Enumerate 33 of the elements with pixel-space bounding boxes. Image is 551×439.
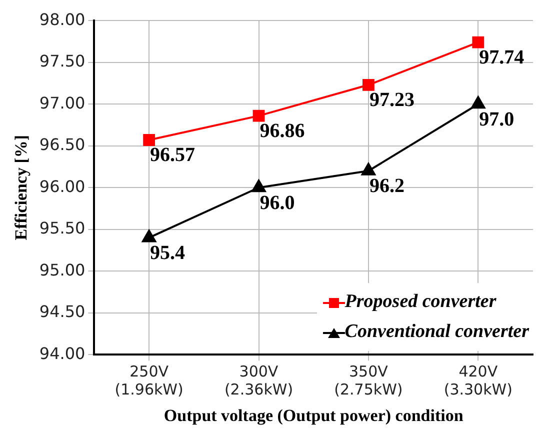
x-tick-label: 420V (3.30kW) <box>444 362 512 398</box>
x-tick-label: 250V (1.96kW) <box>114 362 184 398</box>
data-label: 95.4 <box>150 242 186 264</box>
y-axis-title: Efficiency [%] <box>12 134 31 240</box>
y-tick-label: 96.50 <box>39 135 86 154</box>
y-tick-label: 95.00 <box>39 260 86 280</box>
legend-label: Proposed converter <box>344 291 496 312</box>
x-tick-label: 350V (2.75kW) <box>334 362 403 398</box>
point <box>252 110 265 122</box>
point <box>361 162 376 176</box>
y-tick-label: 94.50 <box>39 302 86 322</box>
y-tick-label: 96.00 <box>39 176 86 196</box>
point <box>143 134 156 146</box>
y-tick-label: 95.50 <box>39 218 86 238</box>
legend-label: Conventional converter <box>344 321 529 342</box>
y-tick-label: 97.50 <box>39 52 86 71</box>
data-label: 96.86 <box>260 120 305 142</box>
point <box>252 180 266 192</box>
y-tick-label: 98.00 <box>39 10 86 29</box>
data-label: 97.0 <box>479 108 514 130</box>
point <box>472 36 484 48</box>
data-label: 97.23 <box>369 89 414 112</box>
x-axis-title: Output voltage (Output power) condition <box>164 406 464 426</box>
point <box>362 78 374 91</box>
point <box>142 230 156 242</box>
data-label: 97.74 <box>479 46 524 68</box>
x-tick-label: 300V (2.36kW) <box>224 362 294 398</box>
data-label: 96.2 <box>369 175 404 198</box>
y-tick-label: 97.00 <box>39 93 86 112</box>
data-label: 96.0 <box>260 192 295 214</box>
y-tick-label: 94.00 <box>39 344 86 363</box>
point <box>471 96 486 109</box>
data-label: 96.57 <box>150 144 196 166</box>
